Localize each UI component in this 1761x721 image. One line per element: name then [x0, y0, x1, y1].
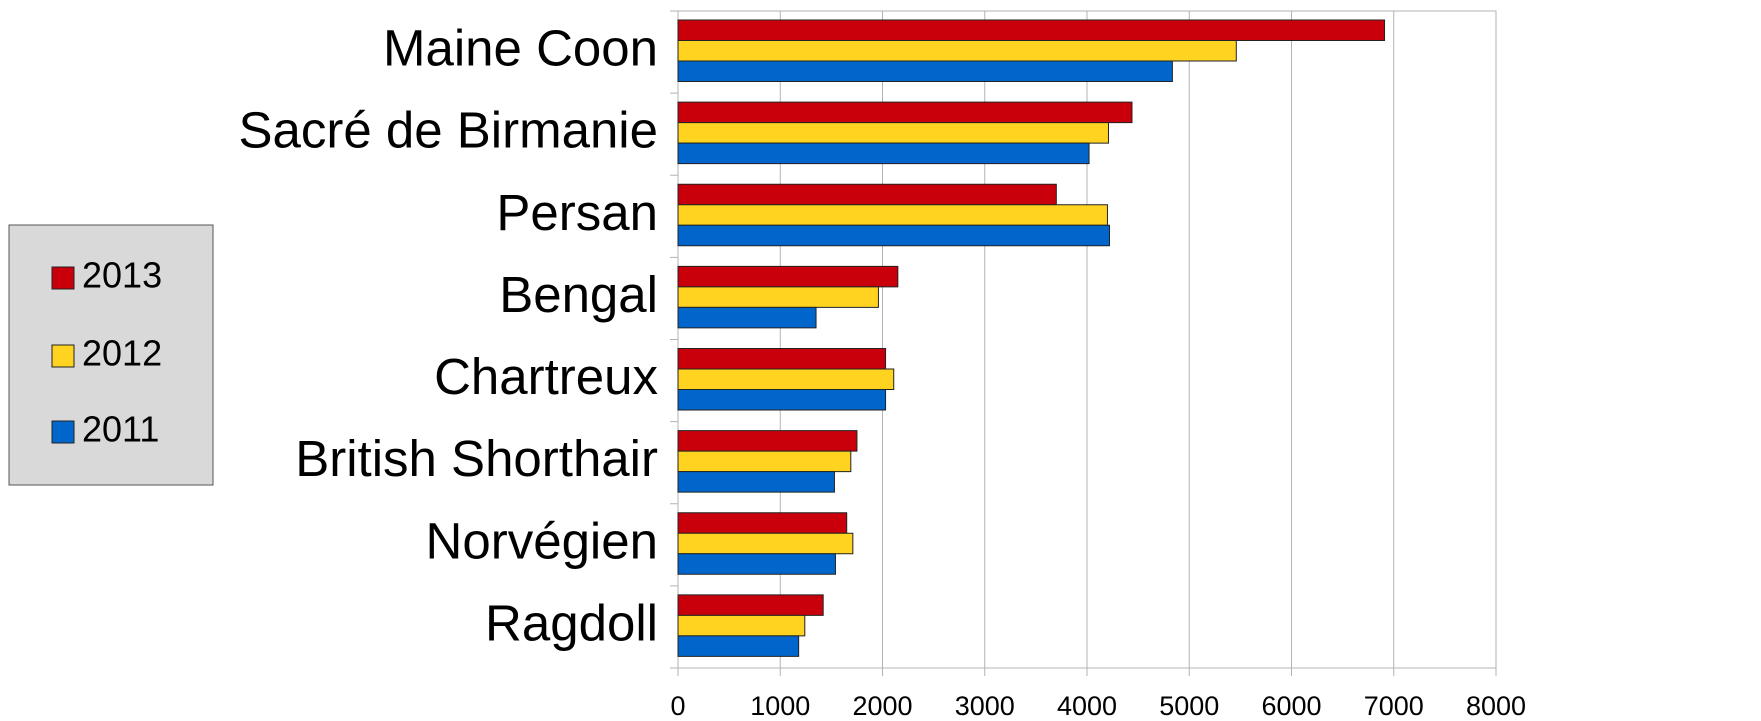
bar [677, 265, 899, 288]
bar [677, 512, 848, 534]
x-tick-label: 8000 [1466, 691, 1526, 721]
x-tick-label: 1000 [750, 691, 810, 721]
x-tick-label: 6000 [1261, 691, 1321, 721]
y-tick-label: Ragdoll [485, 594, 658, 651]
legend-label: 2011 [82, 409, 159, 450]
bar [677, 348, 887, 370]
bar [677, 204, 1108, 226]
bar [677, 389, 887, 411]
bar [677, 19, 1386, 41]
bar [677, 183, 1057, 206]
bar [677, 635, 800, 657]
y-tick-label: Chartreux [434, 348, 658, 405]
bar [677, 224, 1110, 247]
x-tick-label: 3000 [955, 691, 1015, 721]
x-tick-label: 4000 [1057, 691, 1117, 721]
legend-swatch [51, 266, 75, 290]
bar [677, 532, 854, 555]
y-tick-label: Sacré de Birmanie [238, 102, 658, 159]
y-tick-label: Persan [496, 184, 658, 241]
y-tick-label: British Shorthair [295, 430, 658, 487]
x-tick-label: 5000 [1159, 691, 1219, 721]
bar [677, 594, 824, 616]
bar [677, 60, 1173, 82]
legend-swatch [51, 420, 75, 444]
x-tick-label: 0 [670, 691, 685, 721]
bar [677, 553, 836, 575]
x-tick-label: 7000 [1364, 691, 1424, 721]
bar [677, 101, 1133, 124]
bar [677, 368, 895, 390]
bar [677, 286, 879, 308]
legend-label: 2012 [82, 333, 162, 374]
bar [677, 430, 858, 452]
legend-swatch [51, 344, 75, 368]
bar [677, 614, 806, 637]
y-tick-label: Bengal [499, 266, 658, 323]
bar [677, 40, 1237, 62]
y-tick-label: Maine Coon [383, 20, 658, 77]
bar [677, 471, 835, 493]
legend-label: 2013 [82, 255, 162, 296]
bar [677, 122, 1109, 144]
y-tick-label: Norvégien [426, 512, 658, 569]
legend-box [8, 224, 214, 486]
bar [677, 450, 852, 473]
x-tick-label: 2000 [852, 691, 912, 721]
bar [677, 142, 1090, 165]
bar [677, 306, 817, 329]
